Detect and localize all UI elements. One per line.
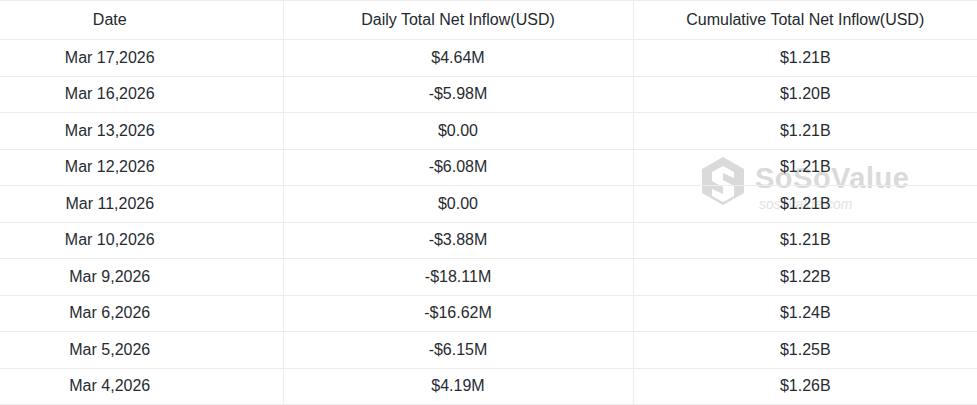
- cumulative-inflow-cell: $1.21B: [633, 222, 977, 259]
- daily-inflow-cell: -$6.08M: [283, 149, 633, 186]
- daily-inflow-cell: -$3.88M: [283, 222, 633, 259]
- cumulative-inflow-cell: $1.26B: [633, 368, 977, 405]
- header-row: Date Daily Total Net Inflow(USD) Cumulat…: [0, 1, 977, 40]
- table-row: Mar 10,2026 -$3.88M $1.21B: [0, 222, 977, 259]
- net-inflow-table: Date Daily Total Net Inflow(USD) Cumulat…: [0, 0, 977, 405]
- daily-inflow-cell: $0.00: [283, 113, 633, 150]
- table-row: Mar 13,2026 $0.00 $1.21B: [0, 113, 977, 150]
- date-cell: Mar 11,2026: [0, 186, 283, 223]
- cumulative-inflow-cell: $1.21B: [633, 149, 977, 186]
- date-cell: Mar 17,2026: [0, 40, 283, 77]
- cumulative-inflow-cell: $1.20B: [633, 76, 977, 113]
- date-cell: Mar 13,2026: [0, 113, 283, 150]
- table-row: Mar 9,2026 -$18.11M $1.22B: [0, 259, 977, 296]
- date-cell: Mar 6,2026: [0, 295, 283, 332]
- cumulative-inflow-cell: $1.21B: [633, 40, 977, 77]
- cumulative-inflow-cell: $1.21B: [633, 186, 977, 223]
- table-row: Mar 12,2026 -$6.08M $1.21B: [0, 149, 977, 186]
- table-row: Mar 5,2026 -$6.15M $1.25B: [0, 332, 977, 369]
- cumulative-inflow-cell: $1.22B: [633, 259, 977, 296]
- date-cell: Mar 12,2026: [0, 149, 283, 186]
- daily-inflow-cell: $0.00: [283, 186, 633, 223]
- date-cell: Mar 10,2026: [0, 222, 283, 259]
- table-row: Mar 11,2026 $0.00 $1.21B: [0, 186, 977, 223]
- date-cell: Mar 9,2026: [0, 259, 283, 296]
- column-header-date: Date: [0, 1, 283, 40]
- daily-inflow-cell: $4.64M: [283, 40, 633, 77]
- daily-inflow-cell: $4.19M: [283, 368, 633, 405]
- cumulative-inflow-cell: $1.21B: [633, 113, 977, 150]
- column-header-daily-net-inflow: Daily Total Net Inflow(USD): [283, 1, 633, 40]
- table-row: Mar 16,2026 -$5.98M $1.20B: [0, 76, 977, 113]
- column-header-cumulative-net-inflow: Cumulative Total Net Inflow(USD): [633, 1, 977, 40]
- daily-inflow-cell: -$6.15M: [283, 332, 633, 369]
- date-cell: Mar 16,2026: [0, 76, 283, 113]
- date-cell: Mar 5,2026: [0, 332, 283, 369]
- table-row: Mar 17,2026 $4.64M $1.21B: [0, 40, 977, 77]
- daily-inflow-cell: -$18.11M: [283, 259, 633, 296]
- cumulative-inflow-cell: $1.24B: [633, 295, 977, 332]
- cumulative-inflow-cell: $1.25B: [633, 332, 977, 369]
- daily-inflow-cell: -$16.62M: [283, 295, 633, 332]
- table-row: Mar 6,2026 -$16.62M $1.24B: [0, 295, 977, 332]
- table-row: Mar 4,2026 $4.19M $1.26B: [0, 368, 977, 405]
- date-cell: Mar 4,2026: [0, 368, 283, 405]
- daily-inflow-cell: -$5.98M: [283, 76, 633, 113]
